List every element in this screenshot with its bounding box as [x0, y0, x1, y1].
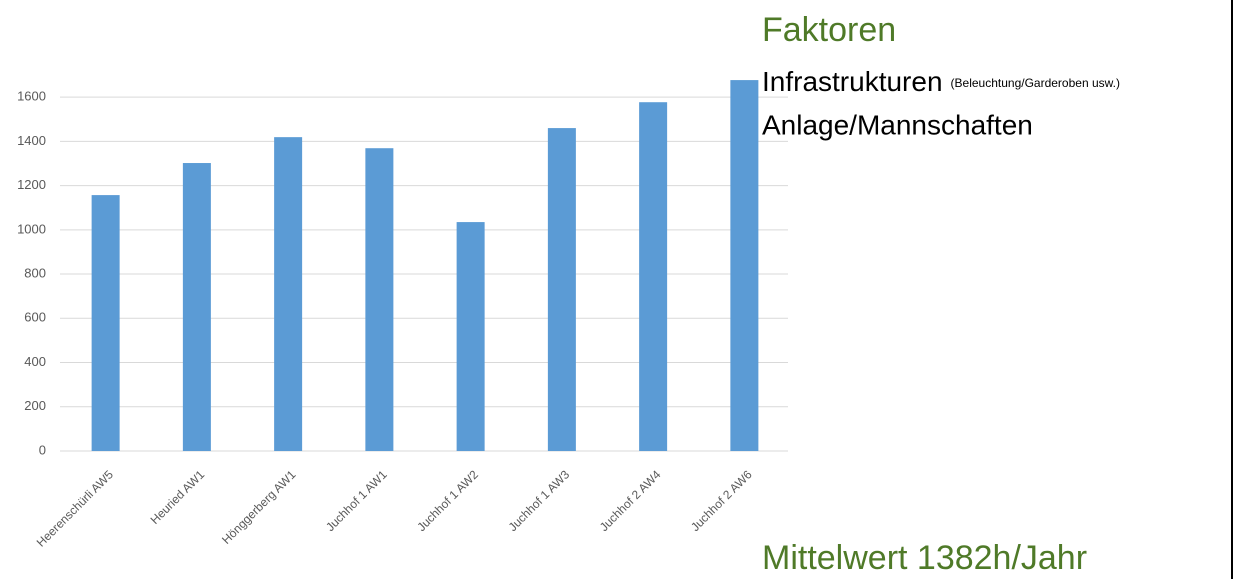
x-tick-label: Heerenschürli AW5 — [34, 467, 116, 549]
y-tick-label: 1400 — [17, 133, 46, 148]
y-tick-label: 1000 — [17, 221, 46, 236]
factor: Infrastrukturen (Beleuchtung/Garderoben u… — [762, 66, 1120, 97]
y-tick-label: 600 — [24, 310, 46, 325]
heading: Faktoren — [762, 11, 896, 49]
x-tick-label: Juchhof 1 AW1 — [323, 467, 390, 534]
bar — [365, 148, 394, 451]
bar — [91, 195, 120, 451]
x-tick-label: Juchhof 1 AW3 — [506, 467, 573, 534]
factor-2: Anlage/Mannschaften — [762, 109, 1033, 140]
y-tick-label: 800 — [24, 265, 46, 280]
x-tick-label: Hönggerberg AW1 — [219, 467, 299, 547]
x-tick-label: Heuried AW1 — [148, 467, 208, 527]
y-tick-label: 400 — [24, 354, 46, 369]
bar — [730, 80, 759, 451]
y-tick-label: 1200 — [17, 177, 46, 192]
x-tick-label: Juchhof 1 AW2 — [414, 467, 481, 534]
bar — [639, 102, 668, 451]
bar — [547, 128, 576, 452]
mean-label: Mittelwert 1382h/Jahr — [762, 539, 1087, 577]
bar — [182, 163, 211, 451]
y-tick-label: 1600 — [17, 89, 46, 104]
y-tick-label: 200 — [24, 398, 46, 413]
bar — [456, 222, 485, 451]
x-tick-label: Juchhof 2 AW6 — [688, 467, 755, 534]
bar — [274, 137, 303, 452]
y-tick-label: 0 — [39, 442, 46, 457]
factor-1: Infrastrukturen — [762, 66, 943, 97]
factor-note: (Beleuchtung/Garderoben usw.) — [951, 76, 1120, 90]
x-tick-label: Juchhof 2 AW4 — [597, 467, 664, 534]
